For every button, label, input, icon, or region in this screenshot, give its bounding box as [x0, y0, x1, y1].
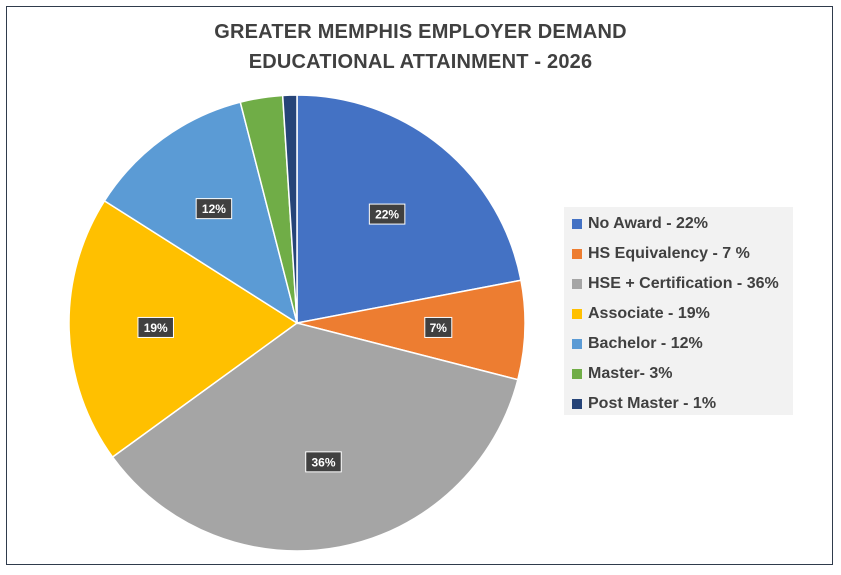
legend-label: Post Master - 1% — [588, 395, 717, 412]
legend-item: No Award - 22% — [572, 213, 708, 235]
data-label-box — [424, 316, 453, 338]
legend-swatch — [572, 339, 582, 349]
data-label-text: 19% — [144, 321, 168, 335]
legend-item: Associate - 19% — [572, 303, 710, 325]
legend: No Award - 22% HS Equivalency - 7 % HSE + … — [564, 207, 793, 415]
data-label-text: 7% — [430, 321, 448, 335]
chart-subtitle: EDUCATIONAL ATTAINMENT - 2026 — [248, 51, 593, 73]
legend-label: No Award - 22% — [588, 215, 709, 232]
chart-title: GREATER MEMPHIS EMPLOYER DEMAND — [214, 21, 627, 43]
data-label-box — [137, 316, 174, 338]
legend-label: HS Equivalency - 7 % — [588, 245, 750, 262]
legend-item: Post Master - 1% — [572, 393, 716, 415]
legend-swatch — [572, 219, 582, 229]
legend-label: Associate - 19% — [588, 305, 710, 322]
pie-slice-3 — [68, 199, 299, 459]
data-label-box — [368, 203, 406, 225]
data-label-box — [195, 198, 233, 220]
legend-swatch — [572, 399, 582, 409]
data-label-box — [305, 451, 342, 473]
legend-item: HSE + Certification - 36% — [572, 273, 779, 295]
data-label-1: 7% — [424, 316, 453, 338]
legend-swatch — [572, 279, 582, 289]
legend-label: Bachelor - 12% — [588, 335, 703, 352]
pie-slice-6 — [281, 94, 298, 324]
data-label-0: 22% — [368, 203, 406, 225]
legend-swatch — [572, 369, 582, 379]
data-label-text: 22% — [375, 208, 399, 222]
legend-item: Bachelor - 12% — [572, 333, 703, 355]
data-label-2: 36% — [305, 451, 342, 473]
legend-label: Master- 3% — [588, 365, 673, 382]
legend-item: HS Equivalency - 7 % — [572, 243, 750, 265]
data-label-text: 36% — [311, 455, 335, 469]
data-label-3: 19% — [137, 316, 174, 338]
data-label-text: 12% — [202, 202, 226, 216]
legend-swatch — [572, 309, 582, 319]
data-label-4: 12% — [195, 198, 233, 220]
legend-item: Master- 3% — [572, 363, 672, 385]
pie-slice-0 — [296, 94, 522, 324]
legend-swatch — [572, 249, 582, 259]
pie-slice-2 — [111, 322, 519, 552]
legend-label: HSE + Certification - 36% — [588, 275, 779, 292]
